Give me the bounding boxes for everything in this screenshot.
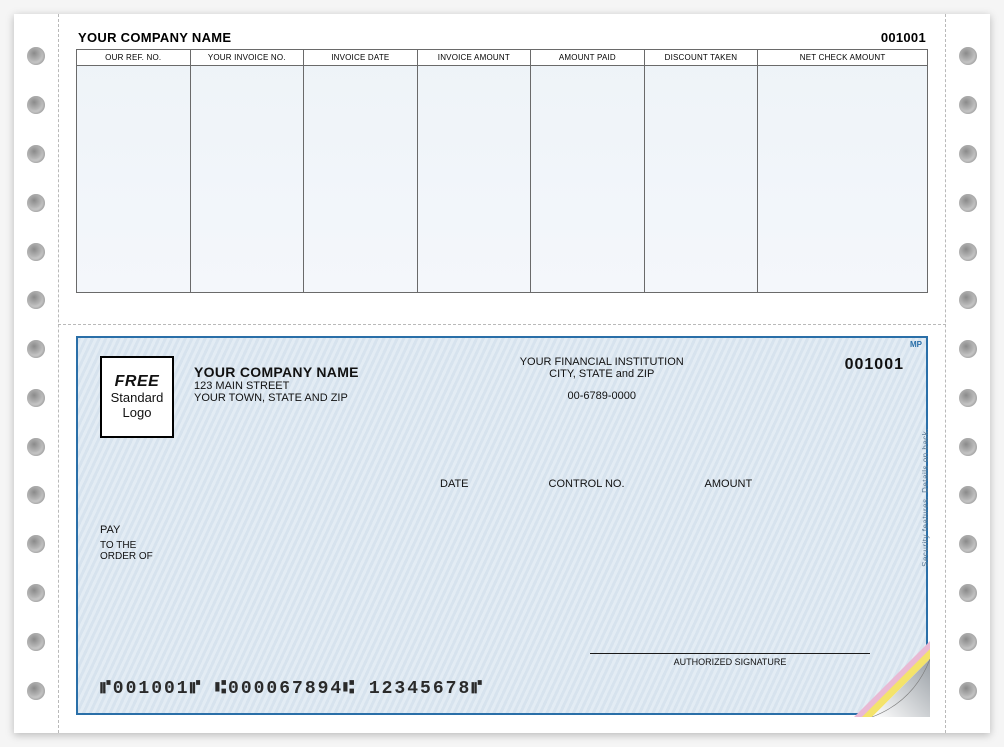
stub-column-header: DISCOUNT TAKEN bbox=[645, 50, 758, 66]
stub-column: DISCOUNT TAKEN bbox=[645, 50, 759, 292]
tractor-hole bbox=[959, 682, 977, 700]
mp-mark: MP bbox=[910, 340, 922, 349]
stub-column-header: NET CHECK AMOUNT bbox=[758, 50, 927, 66]
signature-line bbox=[590, 653, 870, 654]
stub-table: OUR REF. NO.YOUR INVOICE NO.INVOICE DATE… bbox=[76, 49, 928, 293]
check-stub: YOUR COMPANY NAME 001001 OUR REF. NO.YOU… bbox=[76, 28, 928, 298]
stub-column-header: OUR REF. NO. bbox=[77, 50, 190, 66]
stub-column-header: INVOICE AMOUNT bbox=[418, 50, 531, 66]
logo-line-free: FREE bbox=[115, 373, 160, 391]
stub-column-header: AMOUNT PAID bbox=[531, 50, 644, 66]
security-features-text: Security features. Details on back. bbox=[921, 428, 930, 567]
stub-column: NET CHECK AMOUNT bbox=[758, 50, 927, 292]
signature-block: AUTHORIZED SIGNATURE bbox=[590, 653, 870, 667]
check-field-labels: DATE CONTROL NO. AMOUNT bbox=[440, 478, 904, 490]
bank-routing: 00-6789-0000 bbox=[379, 390, 825, 402]
tractor-hole bbox=[959, 194, 977, 212]
tractor-hole bbox=[959, 47, 977, 65]
stub-company-name: YOUR COMPANY NAME bbox=[78, 30, 231, 45]
company-city-state-zip: YOUR TOWN, STATE AND ZIP bbox=[194, 392, 359, 404]
tractor-holes-right bbox=[946, 14, 990, 733]
tractor-holes-left bbox=[14, 14, 58, 733]
tractor-hole bbox=[959, 145, 977, 163]
tractor-hole bbox=[27, 535, 45, 553]
tractor-hole bbox=[27, 389, 45, 407]
logo-line-standard: Standard bbox=[111, 391, 164, 406]
bank-city-state-zip: CITY, STATE and ZIP bbox=[379, 368, 825, 380]
page-curl-icon bbox=[854, 641, 930, 717]
check-number: 001001 bbox=[845, 356, 904, 374]
label-date: DATE bbox=[440, 478, 469, 490]
tractor-hole bbox=[27, 682, 45, 700]
label-amount: AMOUNT bbox=[705, 478, 753, 490]
tractor-hole bbox=[27, 291, 45, 309]
bank-block: YOUR FINANCIAL INSTITUTION CITY, STATE a… bbox=[379, 356, 825, 402]
stub-column: INVOICE DATE bbox=[304, 50, 418, 292]
check-body: MP FREE Standard Logo YOUR COMPANY NAME … bbox=[76, 336, 928, 715]
form-content: YOUR COMPANY NAME 001001 OUR REF. NO.YOU… bbox=[58, 14, 946, 733]
stub-column: AMOUNT PAID bbox=[531, 50, 645, 292]
tractor-hole bbox=[959, 243, 977, 261]
tractor-hole bbox=[27, 96, 45, 114]
tractor-hole bbox=[27, 486, 45, 504]
stub-column-header: YOUR INVOICE NO. bbox=[191, 50, 304, 66]
label-pay: PAY bbox=[100, 524, 904, 536]
tractor-hole bbox=[959, 486, 977, 504]
tractor-hole bbox=[959, 438, 977, 456]
stub-column-header: INVOICE DATE bbox=[304, 50, 417, 66]
tractor-hole bbox=[27, 47, 45, 65]
tractor-hole bbox=[959, 584, 977, 602]
logo-line-logo: Logo bbox=[123, 406, 152, 421]
label-order-of: TO THE ORDER OF bbox=[100, 540, 904, 562]
label-authorized-signature: AUTHORIZED SIGNATURE bbox=[674, 657, 787, 667]
company-block: YOUR COMPANY NAME 123 MAIN STREET YOUR T… bbox=[194, 356, 359, 404]
tractor-hole bbox=[959, 535, 977, 553]
tractor-hole bbox=[27, 633, 45, 651]
company-name: YOUR COMPANY NAME bbox=[194, 364, 359, 380]
company-street: 123 MAIN STREET bbox=[194, 380, 359, 392]
tractor-hole bbox=[27, 243, 45, 261]
tractor-hole bbox=[27, 340, 45, 358]
stub-column: YOUR INVOICE NO. bbox=[191, 50, 305, 292]
tractor-hole bbox=[27, 584, 45, 602]
bank-name: YOUR FINANCIAL INSTITUTION bbox=[379, 356, 825, 368]
tractor-hole bbox=[959, 340, 977, 358]
tractor-hole bbox=[959, 389, 977, 407]
tractor-hole bbox=[959, 96, 977, 114]
tractor-hole bbox=[959, 291, 977, 309]
stub-column: INVOICE AMOUNT bbox=[418, 50, 532, 292]
continuous-form-paper: YOUR COMPANY NAME 001001 OUR REF. NO.YOU… bbox=[14, 14, 990, 733]
tractor-hole bbox=[27, 145, 45, 163]
stub-column: OUR REF. NO. bbox=[77, 50, 191, 292]
stub-check-number: 001001 bbox=[881, 30, 926, 45]
tractor-hole bbox=[959, 633, 977, 651]
pay-block: PAY TO THE ORDER OF bbox=[100, 524, 904, 562]
tractor-hole bbox=[27, 438, 45, 456]
tractor-hole bbox=[27, 194, 45, 212]
label-control-no: CONTROL NO. bbox=[549, 478, 625, 490]
micr-line: ⑈001001⑈ ⑆000067894⑆ 12345678⑈ bbox=[100, 679, 484, 699]
logo-placeholder: FREE Standard Logo bbox=[100, 356, 174, 438]
